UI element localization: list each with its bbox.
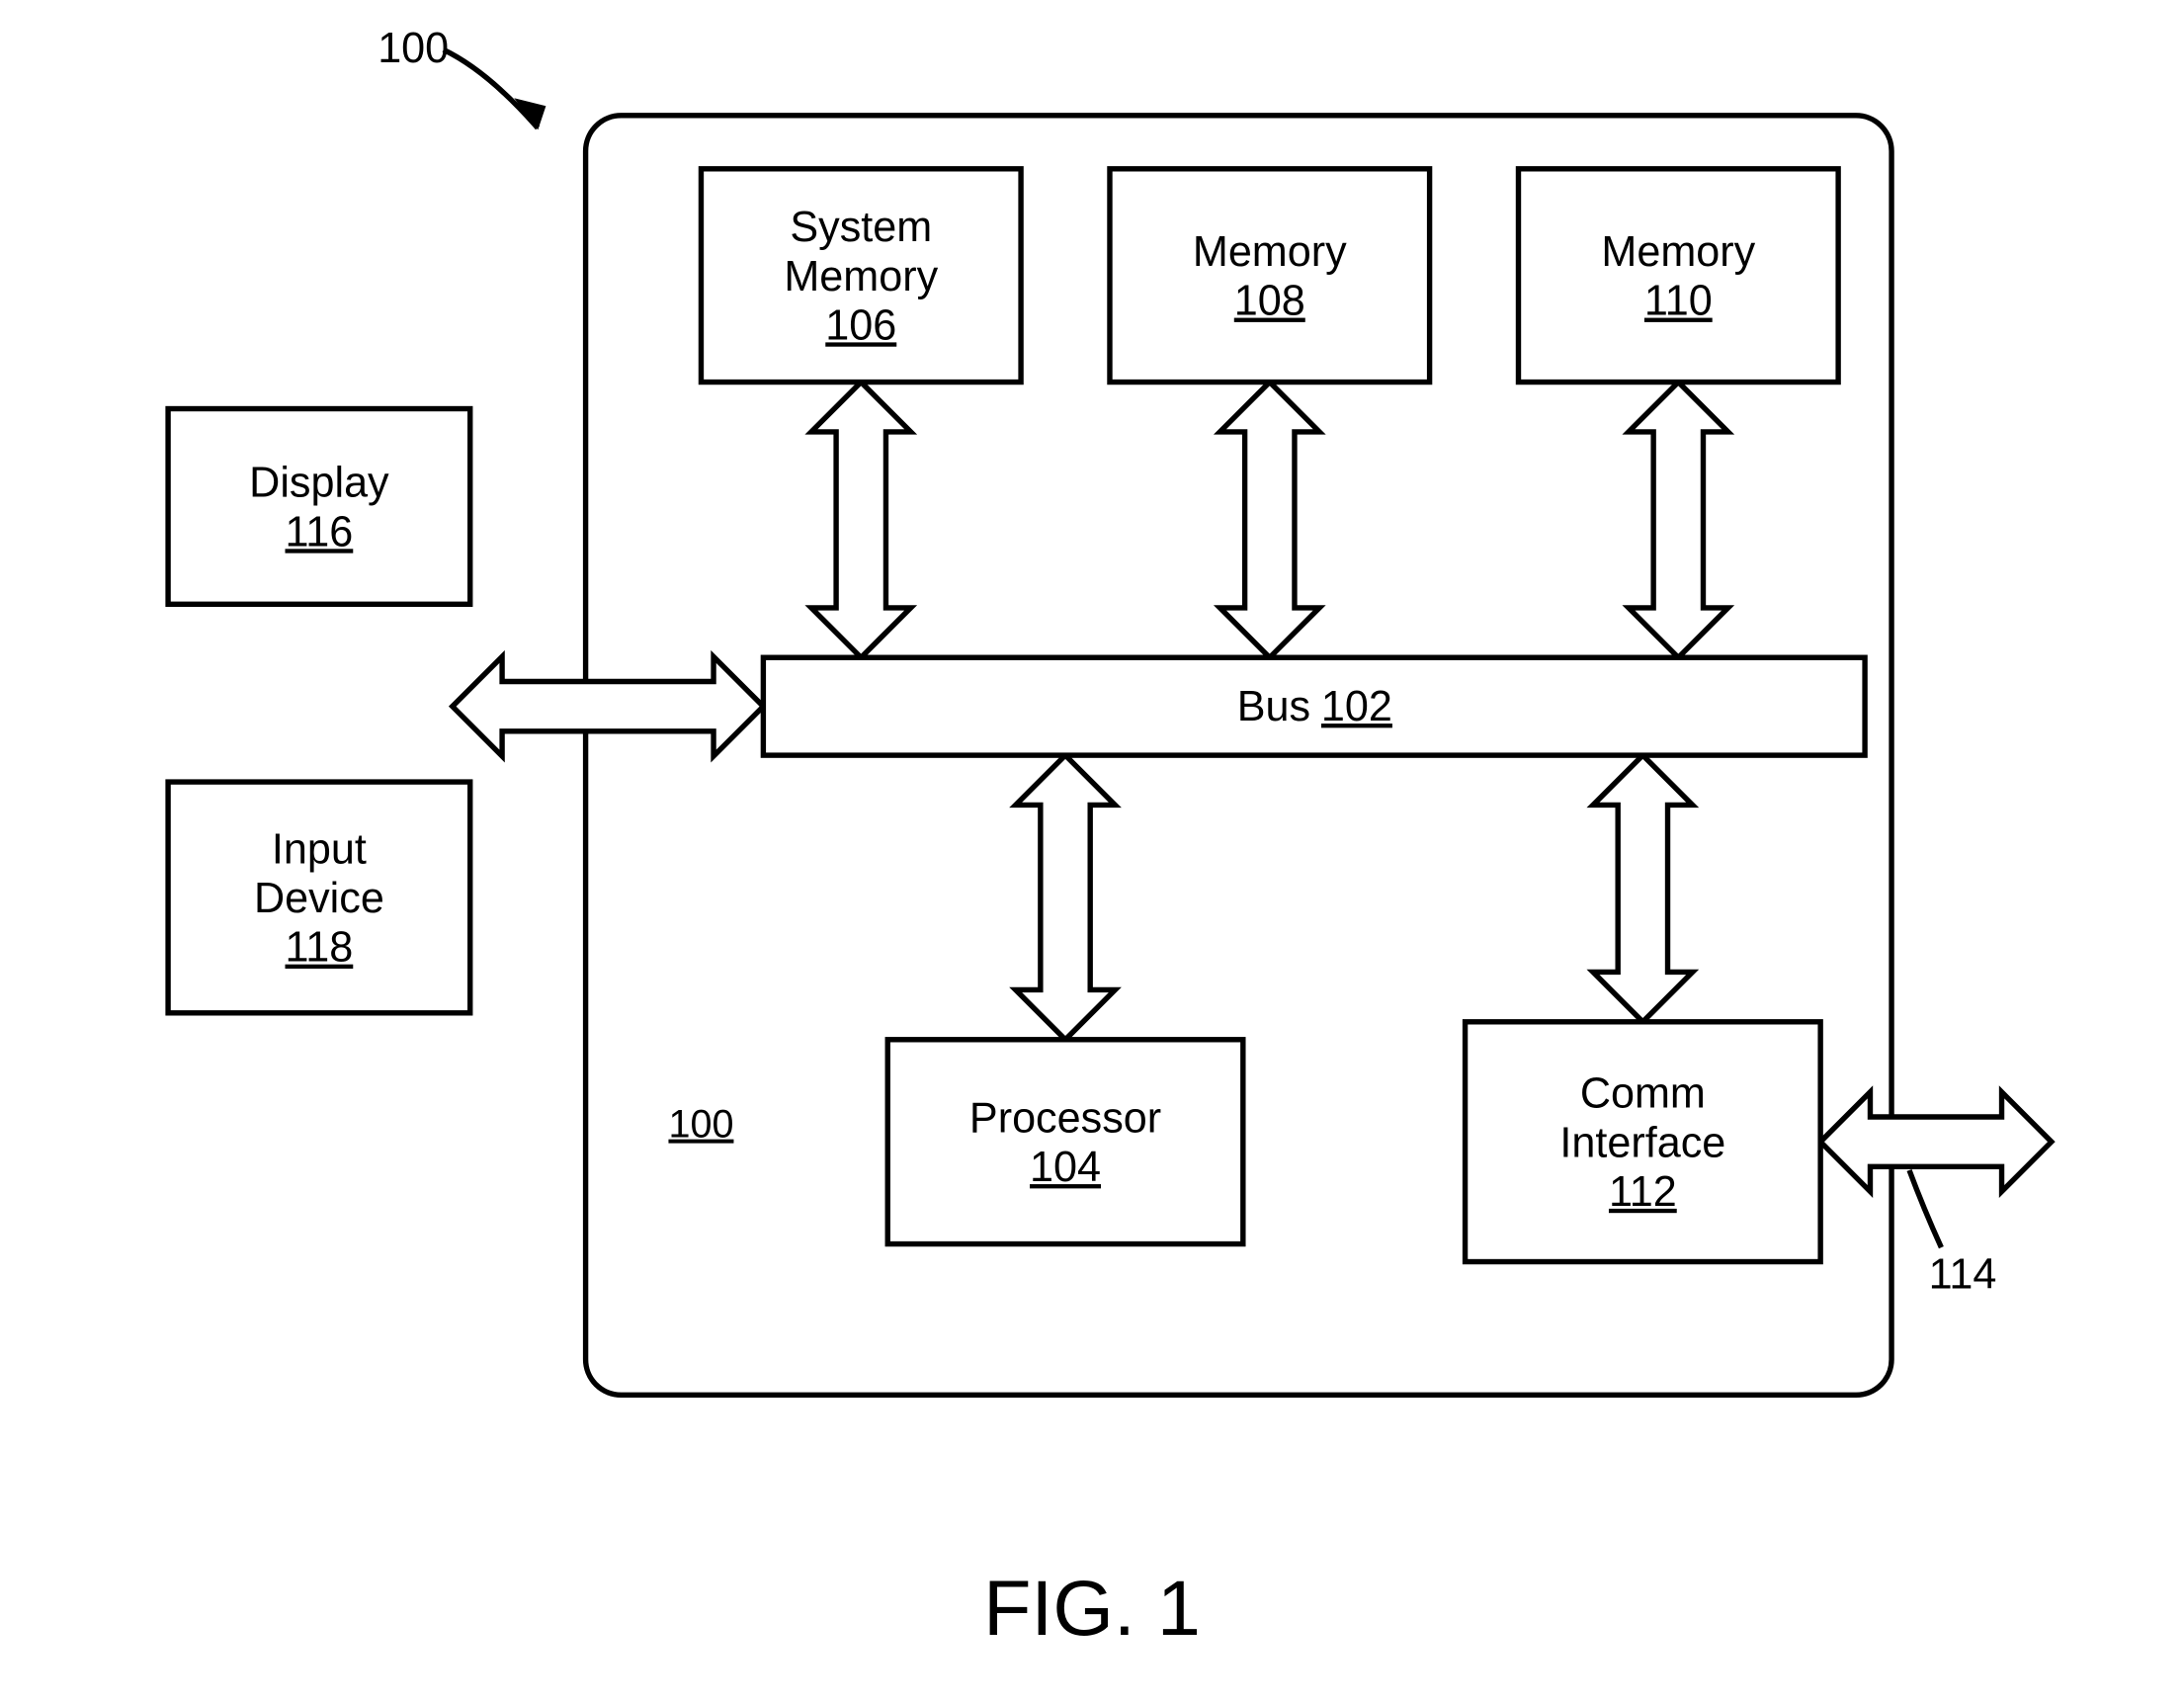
comm_interface-label: Interface <box>1559 1119 1725 1166</box>
bus-label: Bus <box>1237 683 1310 730</box>
bus-ref: 102 <box>1321 683 1392 730</box>
comm_interface-ref: 112 <box>1609 1168 1677 1216</box>
display-ref: 116 <box>286 508 354 555</box>
processor-label: Processor <box>969 1094 1161 1142</box>
system_memory-ref: 106 <box>825 301 896 349</box>
system_memory-label: System <box>790 204 932 251</box>
display-label: Display <box>249 460 389 507</box>
memory1-label: Memory <box>1193 228 1347 276</box>
input_device-label: Input <box>272 825 367 873</box>
memory1-ref: 108 <box>1234 278 1305 325</box>
ref-100-top: 100 <box>378 25 449 72</box>
block-diagram: Display116InputDevice118SystemMemory106M… <box>0 0 2184 1706</box>
memory2-label: Memory <box>1601 228 1755 276</box>
ref-100-inside: 100 <box>668 1103 733 1147</box>
input_device-ref: 118 <box>286 924 354 972</box>
system_memory-label: Memory <box>784 253 938 300</box>
ref-114: 114 <box>1929 1250 1997 1298</box>
input_device-label: Device <box>254 875 384 922</box>
processor-ref: 104 <box>1030 1144 1101 1191</box>
memory2-ref: 110 <box>1644 278 1713 325</box>
comm_interface-label: Comm <box>1580 1070 1706 1118</box>
figure-title: FIG. 1 <box>983 1564 1201 1652</box>
bus-box <box>763 657 1865 755</box>
